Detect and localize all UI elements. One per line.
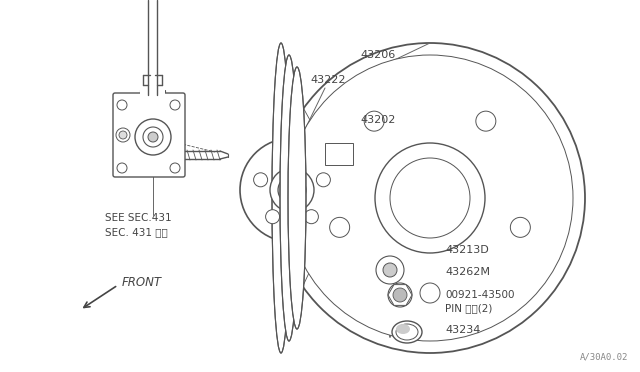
Circle shape: [170, 163, 180, 173]
Text: PIN ビン(2): PIN ビン(2): [445, 303, 492, 313]
Circle shape: [116, 128, 130, 142]
Circle shape: [420, 283, 440, 303]
Circle shape: [376, 256, 404, 284]
Circle shape: [316, 173, 330, 187]
Ellipse shape: [272, 43, 290, 353]
Text: SEE SEC.431: SEE SEC.431: [105, 213, 172, 223]
Polygon shape: [388, 285, 412, 305]
Ellipse shape: [288, 67, 306, 329]
Text: 43234: 43234: [445, 325, 481, 335]
Ellipse shape: [392, 321, 422, 343]
Circle shape: [240, 138, 344, 242]
Circle shape: [119, 131, 127, 139]
Circle shape: [364, 111, 384, 131]
Circle shape: [330, 217, 349, 237]
Circle shape: [275, 43, 585, 353]
Circle shape: [375, 143, 485, 253]
Circle shape: [510, 217, 531, 237]
Circle shape: [266, 210, 280, 224]
Circle shape: [135, 119, 171, 155]
Circle shape: [388, 283, 412, 307]
Circle shape: [390, 158, 470, 238]
Text: 00921-43500: 00921-43500: [445, 290, 515, 300]
Circle shape: [170, 100, 180, 110]
Circle shape: [285, 150, 299, 164]
Circle shape: [284, 182, 300, 198]
Circle shape: [305, 210, 318, 224]
Circle shape: [278, 176, 306, 204]
Circle shape: [148, 132, 158, 142]
Circle shape: [253, 173, 268, 187]
Text: 43206: 43206: [360, 50, 396, 60]
Text: A/30A0.02: A/30A0.02: [580, 353, 628, 362]
Circle shape: [117, 163, 127, 173]
Circle shape: [383, 263, 397, 277]
Text: 43262M: 43262M: [445, 267, 490, 277]
Bar: [325, 143, 353, 165]
Text: 43202: 43202: [360, 115, 396, 125]
Text: FRONT: FRONT: [122, 276, 162, 289]
Circle shape: [117, 100, 127, 110]
Circle shape: [393, 288, 407, 302]
Ellipse shape: [396, 324, 410, 334]
FancyBboxPatch shape: [113, 93, 185, 177]
Circle shape: [287, 55, 573, 341]
Circle shape: [476, 111, 496, 131]
Ellipse shape: [280, 55, 298, 341]
Bar: [140, 90, 165, 100]
Text: SEC. 431 参照: SEC. 431 参照: [105, 227, 168, 237]
Text: 43222: 43222: [310, 75, 346, 85]
Circle shape: [143, 127, 163, 147]
Text: 43213D: 43213D: [445, 245, 489, 255]
Circle shape: [270, 168, 314, 212]
